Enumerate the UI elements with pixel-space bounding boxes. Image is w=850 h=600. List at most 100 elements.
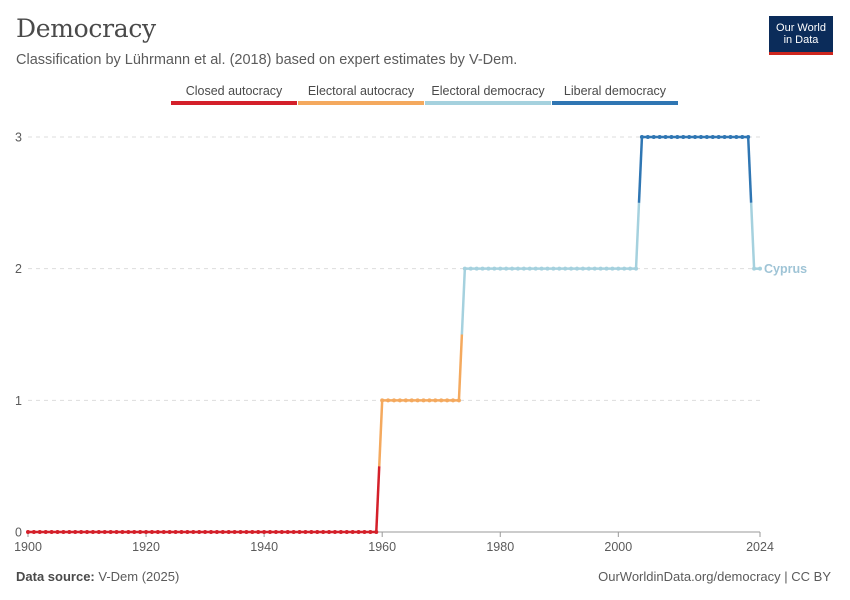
data-point bbox=[439, 398, 444, 403]
data-point bbox=[569, 266, 574, 271]
data-point bbox=[79, 530, 84, 534]
data-point bbox=[616, 266, 621, 271]
series-cyprus[interactable]: Cyprus bbox=[26, 135, 807, 534]
data-point bbox=[191, 530, 196, 534]
data-point bbox=[657, 135, 662, 139]
data-point bbox=[533, 266, 538, 271]
legend-item[interactable]: Electoral autocracy bbox=[298, 84, 424, 105]
data-point bbox=[545, 266, 550, 271]
y-tick-label: 2 bbox=[15, 262, 22, 276]
series-transition bbox=[375, 466, 381, 533]
data-point bbox=[604, 266, 609, 271]
data-point bbox=[244, 530, 249, 534]
data-point bbox=[368, 530, 373, 534]
legend-label: Liberal democracy bbox=[564, 84, 667, 98]
data-point bbox=[563, 266, 568, 271]
data-point bbox=[392, 398, 396, 403]
data-point bbox=[173, 530, 178, 534]
data-point bbox=[510, 266, 515, 271]
data-point bbox=[397, 398, 402, 403]
data-point bbox=[675, 135, 680, 139]
data-point bbox=[149, 530, 154, 534]
data-point bbox=[722, 135, 727, 139]
data-point bbox=[492, 266, 497, 271]
data-point bbox=[710, 135, 715, 139]
data-point bbox=[167, 530, 172, 534]
legend-item[interactable]: Electoral democracy bbox=[425, 84, 551, 105]
footer-link[interactable]: OurWorldinData.org/democracy | CC BY bbox=[598, 569, 831, 584]
data-point bbox=[338, 530, 343, 534]
legend-label: Electoral democracy bbox=[431, 84, 545, 98]
data-point bbox=[73, 530, 78, 534]
legend-swatch bbox=[171, 101, 297, 105]
data-point bbox=[179, 530, 184, 534]
data-point bbox=[504, 266, 509, 271]
data-point bbox=[645, 135, 650, 139]
y-tick-label: 0 bbox=[15, 526, 22, 540]
data-point bbox=[279, 530, 284, 534]
x-tick-label: 1980 bbox=[486, 540, 514, 554]
data-point bbox=[309, 530, 314, 534]
data-point bbox=[49, 530, 54, 534]
chart-legend[interactable]: Closed autocracy Electoral autocracy Elect… bbox=[171, 84, 678, 105]
legend-item[interactable]: Liberal democracy bbox=[552, 84, 678, 105]
data-point bbox=[362, 530, 367, 534]
data-point bbox=[403, 398, 408, 403]
series-transition bbox=[637, 136, 644, 203]
data-point bbox=[539, 266, 544, 271]
data-point bbox=[687, 135, 692, 139]
x-tick-label: 2000 bbox=[604, 540, 632, 554]
data-point bbox=[575, 266, 579, 271]
data-point bbox=[356, 530, 361, 534]
series-transition bbox=[377, 400, 384, 467]
data-point bbox=[462, 266, 467, 271]
data-source-label: Data source: bbox=[16, 569, 95, 584]
data-point bbox=[557, 266, 562, 271]
data-point bbox=[716, 135, 721, 139]
data-point bbox=[663, 135, 668, 139]
data-point bbox=[226, 530, 231, 534]
data-point bbox=[693, 135, 698, 139]
data-point bbox=[752, 266, 757, 271]
data-point bbox=[96, 530, 101, 534]
data-point bbox=[409, 398, 414, 403]
data-point bbox=[67, 530, 72, 534]
data-point bbox=[161, 530, 166, 534]
data-point bbox=[421, 398, 426, 403]
data-point bbox=[185, 530, 190, 534]
grid-lines bbox=[28, 136, 760, 401]
series-transition bbox=[634, 202, 641, 269]
data-point bbox=[102, 530, 107, 534]
data-point bbox=[268, 530, 273, 534]
legend-item[interactable]: Closed autocracy bbox=[171, 84, 297, 105]
data-point bbox=[315, 530, 320, 534]
data-point bbox=[451, 398, 456, 403]
x-tick-label: 1920 bbox=[132, 540, 160, 554]
data-point bbox=[734, 135, 739, 139]
data-point bbox=[214, 530, 219, 534]
data-point bbox=[85, 530, 90, 534]
data-point bbox=[515, 266, 520, 271]
data-point bbox=[651, 135, 656, 139]
legend-label: Electoral autocracy bbox=[308, 84, 415, 98]
legend-swatch bbox=[425, 101, 551, 105]
data-point bbox=[498, 266, 503, 271]
data-point bbox=[273, 530, 278, 534]
data-point bbox=[155, 530, 160, 534]
data-point bbox=[704, 135, 709, 139]
series-transition bbox=[460, 268, 467, 335]
logo-line-2: in Data bbox=[783, 34, 819, 46]
legend-swatch bbox=[552, 101, 678, 105]
data-point bbox=[610, 266, 615, 271]
data-point bbox=[474, 266, 479, 271]
data-point bbox=[740, 135, 745, 139]
data-point bbox=[114, 530, 119, 534]
data-point bbox=[580, 266, 585, 271]
series-label: Cyprus bbox=[764, 262, 807, 276]
data-point bbox=[297, 530, 302, 534]
owid-logo[interactable]: Our World in Data bbox=[769, 16, 833, 55]
x-tick-label: 1960 bbox=[368, 540, 396, 554]
chart-subtitle: Classification by Lührmann et al. (2018)… bbox=[16, 52, 518, 68]
x-tick-label: 1940 bbox=[250, 540, 278, 554]
